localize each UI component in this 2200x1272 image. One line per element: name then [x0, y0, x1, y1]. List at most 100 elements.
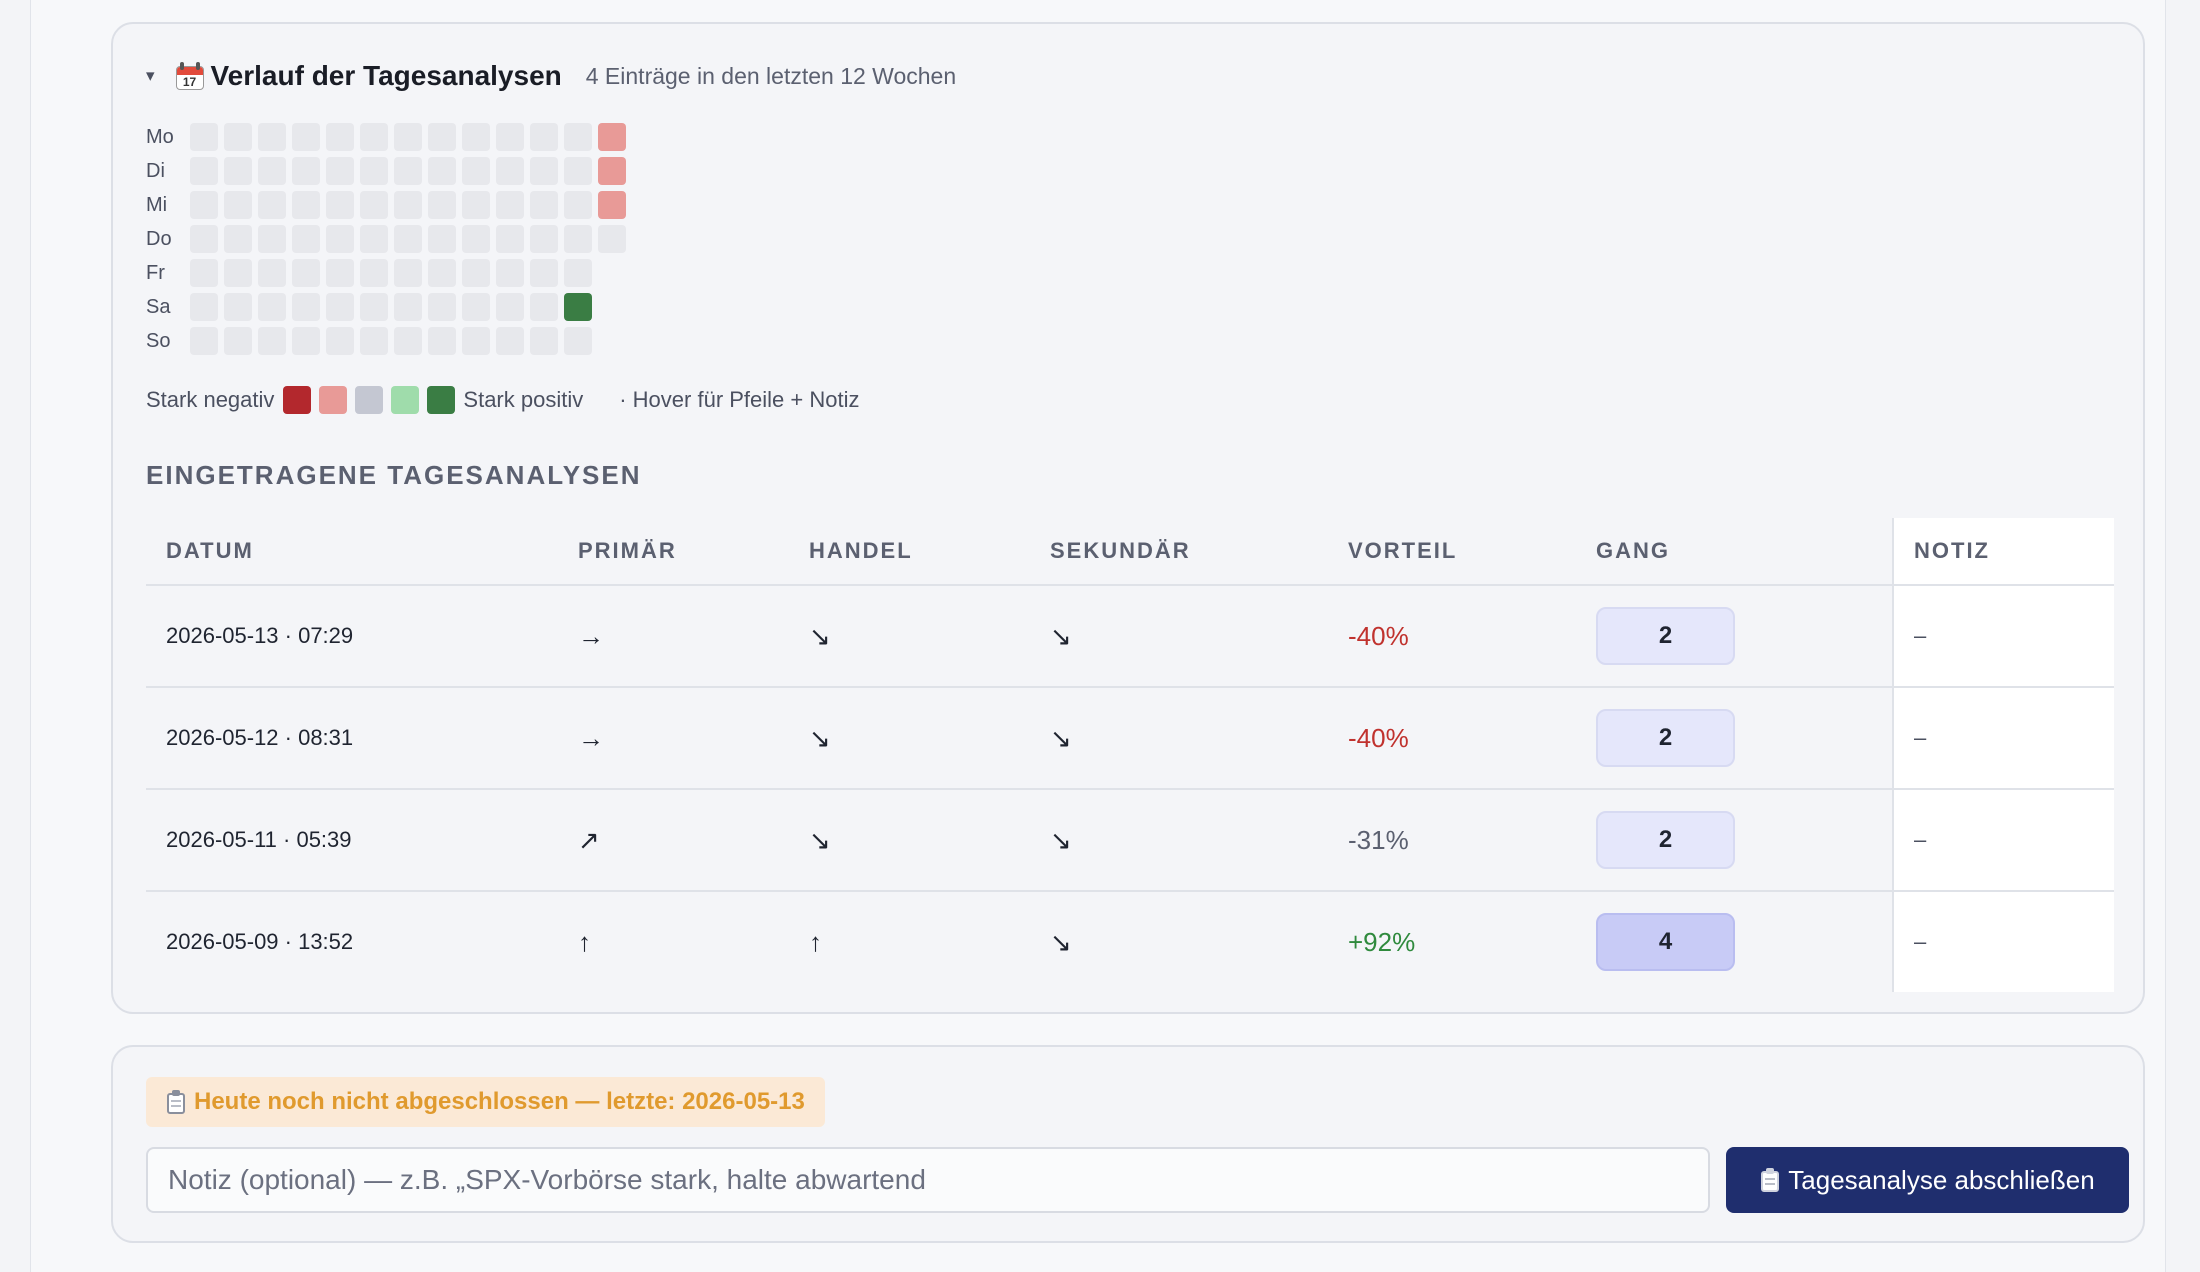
arrow-down-right-icon: ↘	[1050, 620, 1072, 651]
heatmap-cell	[224, 123, 252, 151]
heatmap-cell	[530, 293, 558, 321]
cell-date: 2026-05-13 · 07:29	[166, 623, 354, 648]
heatmap-row: Di	[146, 157, 632, 185]
heatmap-cell	[258, 191, 286, 219]
heatmap-day-label: Mo	[146, 125, 174, 148]
collapse-toggle-icon[interactable]: ▾	[146, 66, 155, 85]
cell-advantage: -31%	[1348, 824, 1409, 855]
heatmap-row: Mo	[146, 123, 632, 151]
heatmap-cell	[462, 123, 490, 151]
heatmap-cell	[258, 259, 286, 287]
heatmap-cell	[190, 327, 218, 355]
heatmap-cell	[292, 293, 320, 321]
heatmap-cell	[224, 327, 252, 355]
heatmap-cell	[496, 157, 524, 185]
heatmap-cell	[224, 157, 252, 185]
heatmap-cell-future	[598, 293, 626, 321]
legend-swatch-strong-negative	[283, 386, 312, 414]
heatmap-day-label: Di	[146, 159, 165, 182]
note-empty: –	[1914, 929, 1927, 954]
gear-badge: 2	[1596, 607, 1735, 665]
heatmap-cell	[496, 225, 524, 253]
heatmap-cell	[224, 293, 252, 321]
heatmap-cell	[360, 293, 388, 321]
column-header-note: NOTIZ	[1892, 518, 2114, 584]
heatmap-cell	[462, 259, 490, 287]
heatmap-cell	[530, 259, 558, 287]
legend-swatch-strong-positive	[427, 386, 456, 414]
heatmap-cell	[496, 293, 524, 321]
heatmap-cell	[428, 157, 456, 185]
heatmap-cell	[462, 327, 490, 355]
legend-swatch-neutral	[355, 386, 384, 414]
heatmap-row: Fr	[146, 259, 632, 287]
heatmap-cell	[394, 157, 422, 185]
status-badge: Heute noch nicht abgeschlossen — letzte:…	[146, 1077, 825, 1127]
column-header-gear: GANG	[1596, 538, 1670, 563]
heatmap-cell[interactable]	[598, 191, 626, 219]
cell-note: –	[1892, 892, 2114, 992]
heatmap-day-label: Do	[146, 227, 172, 250]
gear-badge: 2	[1596, 811, 1735, 869]
heatmap-cell[interactable]	[564, 293, 592, 321]
table-row[interactable]: 2026-05-09 · 13:52 ↑ ↑ ↘ +92% 4 –	[146, 892, 2114, 992]
heatmap-cell	[224, 225, 252, 253]
heatmap-cell	[564, 157, 592, 185]
clipboard-icon	[1760, 1168, 1780, 1192]
cell-gear: 2	[1596, 607, 1892, 665]
heatmap-cell	[394, 225, 422, 253]
column-header-date: DATUM	[166, 538, 254, 563]
history-header[interactable]: ▾ 17 Verlauf der Tagesanalysen 4 Einträg…	[146, 56, 956, 96]
legend-swatch-positive	[391, 386, 420, 414]
close-day-button-label: Tagesanalyse abschließen	[1788, 1164, 2095, 1195]
cell-advantage: +92%	[1348, 926, 1416, 957]
table-header-row: DATUM PRIMÄR HANDEL SEKUNDÄR VORTEIL GAN…	[146, 518, 2114, 586]
note-empty: –	[1914, 725, 1927, 750]
heatmap-cell	[326, 293, 354, 321]
heatmap-cell	[394, 327, 422, 355]
heatmap-cell[interactable]	[598, 157, 626, 185]
heatmap-cell	[326, 191, 354, 219]
heatmap-cell	[258, 293, 286, 321]
heatmap-cell	[224, 191, 252, 219]
cell-gear: 2	[1596, 709, 1892, 767]
arrow-down-right-icon: ↘	[809, 620, 831, 651]
legend-negative-label: Stark negativ	[146, 387, 275, 412]
heatmap-day-label: Fr	[146, 261, 165, 284]
cell-date: 2026-05-12 · 08:31	[166, 725, 354, 750]
column-header-advantage: VORTEIL	[1348, 538, 1458, 563]
heatmap-cell	[326, 259, 354, 287]
heatmap-cell	[462, 225, 490, 253]
page-frame: ▾ 17 Verlauf der Tagesanalysen 4 Einträg…	[30, 0, 2166, 1272]
heatmap-cell	[190, 293, 218, 321]
heatmap-cell	[292, 259, 320, 287]
heatmap-cell	[462, 191, 490, 219]
heatmap-cell	[326, 327, 354, 355]
heatmap-cell	[360, 123, 388, 151]
close-day-button[interactable]: Tagesanalyse abschließen	[1726, 1147, 2129, 1213]
arrow-up-right-icon: ↗	[578, 824, 600, 855]
table-row[interactable]: 2026-05-13 · 07:29 → ↘ ↘ -40% 2 –	[146, 586, 2114, 688]
heatmap-cell	[360, 327, 388, 355]
column-header-primary: PRIMÄR	[578, 538, 677, 563]
heatmap-cell	[326, 157, 354, 185]
arrow-up-icon: ↑	[578, 926, 591, 957]
arrow-down-right-icon: ↘	[809, 824, 831, 855]
cell-note: –	[1892, 688, 2114, 788]
table-row[interactable]: 2026-05-12 · 08:31 → ↘ ↘ -40% 2 –	[146, 688, 2114, 790]
arrow-down-right-icon: ↘	[1050, 722, 1072, 753]
table-row[interactable]: 2026-05-11 · 05:39 ↗ ↘ ↘ -31% 2 –	[146, 790, 2114, 892]
entries-section-title: EINGETRAGENE TAGESANALYSEN	[146, 460, 642, 490]
heatmap-row: Do	[146, 225, 632, 253]
gear-badge: 2	[1596, 709, 1735, 767]
heatmap-row: Sa	[146, 293, 632, 321]
note-empty: –	[1914, 827, 1927, 852]
history-title: Verlauf der Tagesanalysen	[210, 60, 562, 91]
heatmap-day-label: So	[146, 329, 171, 352]
history-card: ▾ 17 Verlauf der Tagesanalysen 4 Einträg…	[111, 22, 2145, 1014]
heatmap-cell	[360, 259, 388, 287]
note-input[interactable]	[146, 1147, 1710, 1213]
cell-note: –	[1892, 586, 2114, 686]
heatmap-cell[interactable]	[598, 123, 626, 151]
heatmap-cell-future	[598, 259, 626, 287]
